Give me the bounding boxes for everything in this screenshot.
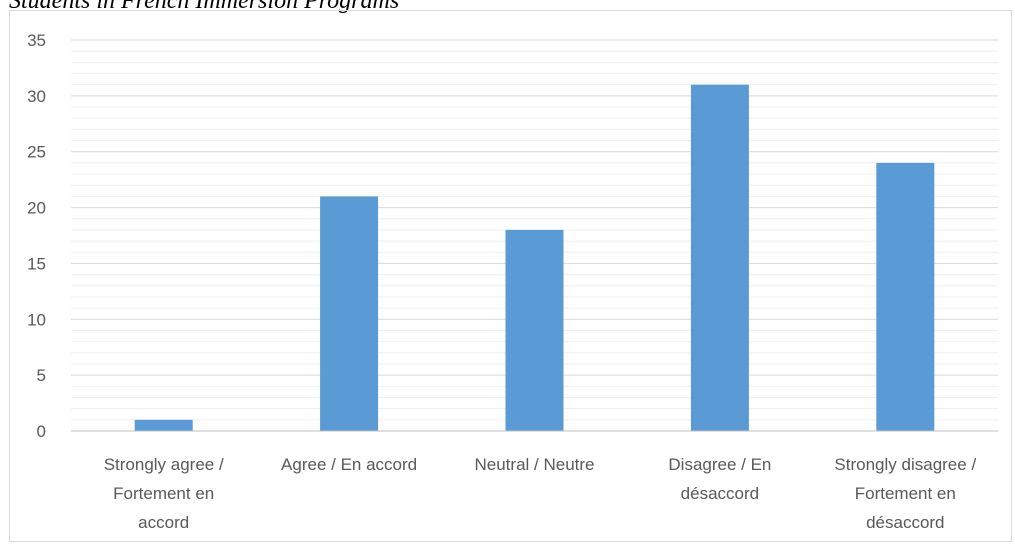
- y-tick-label: 15: [27, 254, 46, 273]
- y-tick-label: 25: [27, 143, 46, 162]
- chart-frame: [9, 10, 1012, 542]
- bar: [505, 229, 564, 431]
- y-tick-label: 0: [37, 422, 46, 441]
- y-tick-label: 35: [27, 31, 46, 50]
- x-category-label: Neutral / Neutre: [475, 455, 595, 474]
- y-tick-label: 30: [27, 87, 46, 106]
- x-category-label: Disagree / En désaccord: [668, 455, 771, 503]
- x-category-label: Strongly agree / Fortement en accord: [104, 455, 224, 532]
- bar: [690, 84, 749, 431]
- bar: [876, 162, 935, 431]
- bar: [320, 196, 379, 431]
- y-tick-label: 10: [27, 310, 46, 329]
- x-axis-category-labels: Strongly agree / Fortement en accord Agree …: [104, 455, 977, 532]
- y-axis-tick-labels: 0 5 10 15 20 25 30 35: [27, 31, 46, 441]
- bar: [134, 419, 193, 431]
- y-tick-label: 20: [27, 199, 46, 218]
- bars: [134, 84, 935, 431]
- x-category-label: Agree / En accord: [281, 455, 417, 474]
- x-category-label: Strongly disagree / Fortement en désaccord: [834, 455, 976, 532]
- y-tick-label: 5: [37, 366, 46, 385]
